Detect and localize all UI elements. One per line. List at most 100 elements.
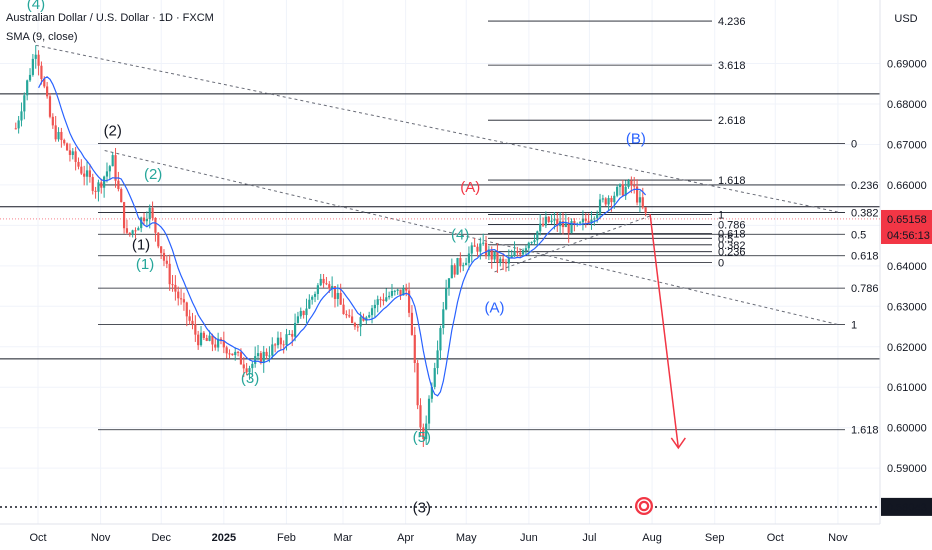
candle-body — [245, 368, 248, 373]
price-tick-label[interactable]: 0.63000 — [887, 301, 927, 313]
price-tick-label[interactable]: 0.64000 — [887, 261, 927, 273]
candle-body — [134, 230, 137, 232]
price-tick-label[interactable]: 0.69000 — [887, 59, 927, 71]
candle-body — [128, 232, 131, 234]
candle-body — [635, 186, 639, 203]
fib-extension-label: 1.618 — [718, 175, 746, 187]
candle-body — [445, 288, 448, 310]
candle-body — [274, 344, 277, 346]
candle-body — [111, 155, 114, 167]
chart-title[interactable]: Australian Dollar / U.S. Dollar · 1D · F… — [6, 12, 214, 24]
price-tick-label[interactable]: 0.66000 — [887, 180, 927, 192]
candle-body — [425, 423, 428, 440]
candle-body — [228, 353, 231, 355]
candle-body — [285, 334, 288, 346]
candle-body — [239, 352, 243, 365]
price-tick-label[interactable]: 0.68000 — [887, 99, 927, 111]
candle-body — [217, 338, 220, 348]
date-tick-label[interactable]: Feb — [277, 532, 296, 544]
current-price-tag — [881, 209, 932, 244]
date-tick-label[interactable]: Dec — [151, 532, 171, 544]
date-tick-label[interactable]: Oct — [767, 532, 784, 544]
candle-body — [23, 95, 26, 112]
candle-body — [470, 245, 473, 254]
candle-body — [174, 284, 177, 292]
candle-body — [598, 199, 602, 214]
projection-arrow — [649, 213, 680, 449]
marker-price-tag — [881, 497, 932, 516]
candle-body — [521, 250, 525, 255]
candle-body — [584, 218, 587, 221]
candle-body — [519, 252, 522, 255]
candle-body — [48, 96, 52, 117]
candle-body — [20, 111, 23, 121]
candle-body — [202, 332, 205, 338]
candle-body — [442, 309, 445, 329]
candle-body — [385, 297, 388, 302]
marker-price-value: 0.58043 — [887, 502, 927, 514]
candle-body — [165, 260, 168, 264]
candle-body — [205, 337, 208, 341]
candle-body — [208, 335, 211, 341]
fib-retracement-label: 0.786 — [851, 283, 879, 295]
events-icon[interactable] — [635, 497, 653, 515]
candle-body — [85, 170, 89, 177]
candle-body — [142, 217, 146, 222]
candle-body — [413, 334, 416, 363]
fib-extension-label: 1 — [718, 209, 724, 221]
candle-body — [262, 351, 265, 364]
fib-retracement-label: 0 — [851, 139, 857, 151]
candle-body — [473, 245, 476, 247]
price-axis[interactable]: 0.690000.680000.670000.660000.650000.640… — [887, 59, 927, 476]
date-tick-label[interactable]: Oct — [29, 532, 46, 544]
date-tick-label[interactable]: Apr — [397, 532, 414, 544]
wave-label: (1) — [136, 256, 154, 273]
candle-body — [296, 316, 300, 323]
candle-body — [26, 80, 29, 96]
date-tick-label[interactable]: Aug — [642, 532, 662, 544]
candle-body — [405, 288, 408, 291]
candle-body — [350, 316, 354, 324]
candle-body — [499, 258, 502, 263]
price-tick-label[interactable]: 0.61000 — [887, 382, 927, 394]
candle-body — [40, 65, 43, 80]
candle-body — [578, 222, 582, 224]
candle-body — [587, 220, 590, 224]
candle-body — [57, 131, 60, 140]
date-tick-label[interactable]: Sep — [705, 532, 725, 544]
candle-body — [28, 74, 32, 81]
candle-body — [154, 217, 157, 233]
candle-body — [496, 251, 499, 263]
candle-body — [516, 251, 519, 253]
candle-body — [74, 151, 77, 162]
fib-retracement-label: 1 — [851, 320, 857, 332]
candle-body — [596, 213, 599, 219]
date-tick-label[interactable]: Nov — [828, 532, 848, 544]
candle-body — [616, 187, 619, 196]
candle-body — [68, 150, 72, 155]
date-tick-label[interactable]: Jun — [520, 532, 538, 544]
date-tick-label[interactable]: May — [456, 532, 477, 544]
candle-body — [476, 246, 479, 252]
candles-layer — [14, 45, 647, 448]
candle-body — [268, 355, 271, 357]
date-tick-label[interactable]: Nov — [91, 532, 111, 544]
time-axis[interactable]: Oct Nov Dec 2025 Feb Mar Apr May Jun Jul Aug Sep Oct… — [29, 532, 848, 544]
price-tick-label[interactable]: 0.59000 — [887, 463, 927, 475]
currency-label[interactable]: USD — [894, 13, 917, 25]
date-tick-label[interactable]: 2025 — [212, 532, 236, 544]
date-tick-label[interactable]: Mar — [334, 532, 353, 544]
candle-body — [479, 243, 482, 252]
candle-body — [43, 79, 46, 87]
candle-body — [160, 246, 163, 253]
indicator-legend[interactable]: SMA (9, close) — [6, 31, 78, 43]
price-tick-label[interactable]: 0.67000 — [887, 139, 927, 151]
candle-body — [271, 344, 274, 356]
price-tick-label[interactable]: 0.62000 — [887, 342, 927, 354]
candle-body — [322, 278, 325, 284]
date-tick-label[interactable]: Jul — [582, 532, 596, 544]
candle-body — [507, 257, 510, 264]
price-tick-label[interactable]: 0.60000 — [887, 423, 927, 435]
candle-body — [422, 427, 425, 440]
